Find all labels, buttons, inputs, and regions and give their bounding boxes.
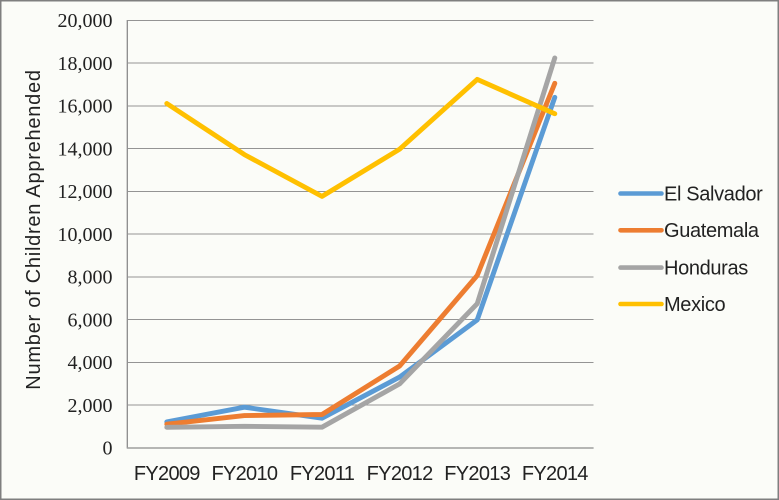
svg-text:FY2009: FY2009: [134, 463, 200, 485]
svg-text:4,000: 4,000: [68, 352, 113, 374]
svg-text:FY2010: FY2010: [211, 463, 277, 485]
svg-text:El Salvador: El Salvador: [664, 183, 763, 205]
svg-text:10,000: 10,000: [58, 224, 113, 246]
svg-text:20,000: 20,000: [58, 10, 113, 32]
svg-text:6,000: 6,000: [68, 309, 113, 331]
svg-text:8,000: 8,000: [68, 267, 113, 289]
svg-text:FY2011: FY2011: [290, 463, 355, 485]
svg-text:Honduras: Honduras: [664, 258, 748, 280]
svg-text:Guatemala: Guatemala: [664, 220, 760, 242]
svg-text:Mexico: Mexico: [664, 294, 725, 316]
svg-text:0: 0: [103, 438, 113, 460]
svg-text:2,000: 2,000: [68, 395, 113, 417]
svg-text:12,000: 12,000: [58, 181, 113, 203]
svg-text:Number of Children Apprehended: Number of Children Apprehended: [23, 69, 45, 389]
svg-text:FY2012: FY2012: [367, 463, 433, 485]
svg-text:18,000: 18,000: [58, 53, 113, 75]
svg-text:14,000: 14,000: [58, 138, 113, 160]
svg-text:16,000: 16,000: [58, 96, 113, 118]
svg-text:FY2013: FY2013: [444, 463, 510, 485]
svg-text:FY2014: FY2014: [522, 463, 588, 485]
